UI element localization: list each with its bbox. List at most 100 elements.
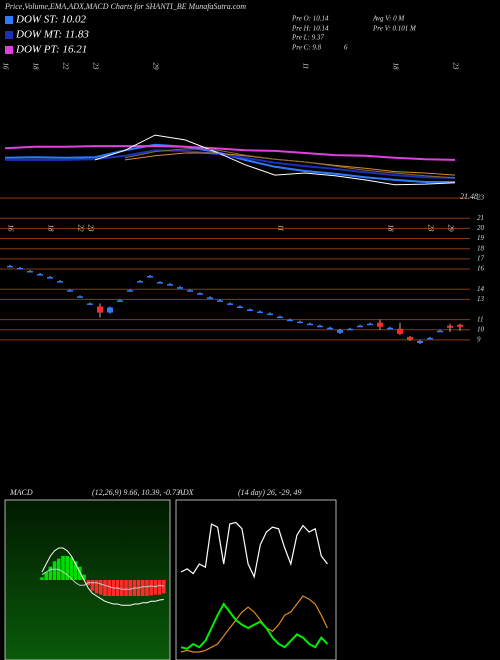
x-tick-label: 23 — [86, 225, 94, 233]
histogram-bar — [99, 580, 103, 595]
candle-body — [107, 307, 113, 313]
histogram-bar — [120, 580, 124, 596]
candle-body — [327, 327, 333, 330]
x-tick-label: 29 — [446, 225, 454, 233]
histogram-bar — [65, 556, 69, 580]
candle-body — [247, 309, 253, 312]
info-text: Avg V: 0 M — [372, 15, 405, 23]
legend-label: DOW MT: 11.83 — [15, 29, 89, 41]
candle-body — [317, 325, 323, 328]
adx-line — [180, 521, 328, 579]
candle-body — [147, 276, 153, 278]
x-tick-label: 23 — [91, 63, 99, 71]
histogram-bar — [40, 577, 44, 580]
candle-body — [117, 300, 123, 302]
histogram-bar — [124, 580, 128, 596]
y-tick-label: 13 — [477, 295, 485, 303]
legend-swatch — [5, 46, 13, 54]
histogram-bar — [162, 580, 166, 594]
legend-label: DOW ST: 10.02 — [15, 14, 86, 26]
candle-body — [137, 281, 143, 283]
candle-body — [437, 330, 443, 333]
x-tick-label: 18 — [391, 63, 399, 71]
candle-body — [127, 290, 133, 292]
candle-body — [97, 306, 103, 313]
candle-body — [287, 319, 293, 322]
histogram-bar — [78, 566, 82, 580]
legend-swatch — [5, 16, 13, 24]
candle-body — [307, 323, 313, 326]
info-text: Pre O: 10.14 — [291, 15, 329, 23]
y-tick-label: 14 — [477, 285, 485, 293]
candle-body — [197, 293, 203, 295]
macd-line — [41, 547, 164, 606]
price-line — [5, 149, 456, 179]
x-tick-label: 23 — [426, 225, 434, 233]
histogram-bar — [103, 580, 107, 596]
price-line — [4, 145, 456, 161]
adx-line — [180, 602, 329, 650]
candle-body — [237, 306, 243, 308]
y-tick-label: 20 — [477, 224, 485, 232]
info-text: Pre H: 10.14 — [291, 25, 329, 33]
candle-body — [7, 265, 13, 268]
candle-body — [427, 337, 433, 340]
candle-body — [17, 267, 23, 270]
histogram-bar — [149, 580, 153, 596]
x-tick-label: 16 — [6, 225, 14, 233]
x-tick-label: 22 — [61, 63, 69, 71]
histogram-bar — [145, 580, 149, 596]
candle-body — [457, 324, 463, 327]
histogram-bar — [52, 561, 57, 580]
y-tick-label: 21.48 — [460, 192, 478, 201]
info-text: Pre C: 9.8 — [291, 44, 322, 52]
candle-body — [207, 297, 213, 299]
y-tick-label: 23 — [477, 194, 485, 202]
x-tick-label: 11 — [301, 63, 309, 69]
candle-body — [227, 303, 233, 305]
candle-body — [37, 274, 43, 276]
candle-body — [77, 296, 83, 298]
macd-line — [41, 568, 164, 590]
info-text: Pre L: 9.37 — [291, 34, 324, 42]
candle-body — [57, 281, 63, 283]
candle-body — [67, 290, 73, 292]
x-tick-label: 23 — [451, 63, 459, 71]
y-tick-label: 10 — [477, 325, 485, 333]
candle-body — [157, 282, 163, 284]
candle-body — [447, 325, 453, 328]
x-tick-label: 16 — [1, 63, 9, 71]
page-title: Price,Volume,EMA,ADX,MACD Charts for SHA… — [4, 2, 246, 11]
info-text: Pre V: 0.101 M — [372, 25, 417, 33]
x-tick-label: 11 — [276, 225, 284, 231]
y-tick-label: 18 — [477, 244, 485, 252]
histogram-bar — [44, 572, 48, 580]
candle-body — [357, 325, 363, 328]
histogram-bar — [61, 556, 65, 580]
histogram-bar — [153, 580, 158, 595]
histogram-bar — [128, 580, 132, 596]
y-tick-label: 19 — [477, 234, 485, 242]
x-tick-label: 29 — [151, 63, 159, 71]
y-tick-label: 17 — [477, 254, 485, 262]
histogram-bar — [141, 580, 145, 596]
x-tick-label: 18 — [46, 225, 54, 233]
candle-body — [367, 323, 373, 326]
candle-body — [417, 340, 423, 343]
histogram-bar — [90, 580, 95, 591]
y-tick-label: 11 — [477, 315, 483, 323]
candle-body — [267, 313, 273, 316]
macd-title: MACD — [9, 488, 33, 497]
candle-body — [177, 287, 183, 289]
y-tick-label: 16 — [477, 265, 485, 273]
candle-body — [87, 303, 93, 305]
candle-body — [47, 277, 53, 279]
adx-line — [180, 595, 328, 653]
histogram-bar — [69, 557, 74, 580]
macd-subtitle: (12,26,9) 9.66, 10.39, -0.73 — [92, 488, 180, 497]
candle-body — [167, 284, 173, 286]
histogram-bar — [82, 574, 86, 580]
adx-title: ADX — [177, 488, 195, 497]
candle-body — [187, 290, 193, 292]
